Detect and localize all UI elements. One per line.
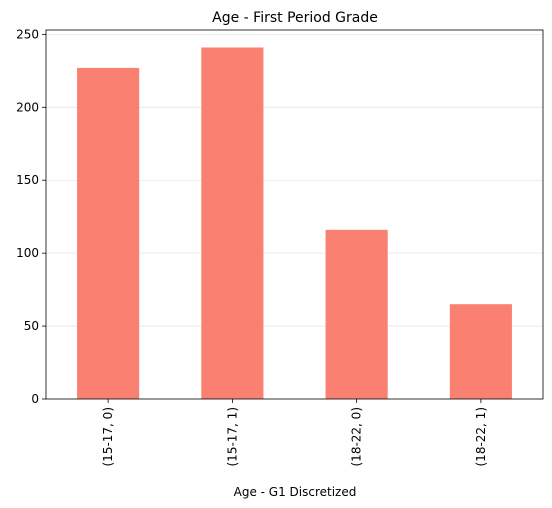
y-tick-label: 250 bbox=[16, 27, 39, 41]
plot-frame bbox=[45, 29, 544, 400]
bar bbox=[325, 229, 388, 399]
y-tick-label: 0 bbox=[31, 392, 39, 406]
x-ticks: (15-17, 0) (15-17, 1) (18-22, 0) (18-22, 1) bbox=[101, 399, 488, 467]
chart-title: Age - First Period Grade bbox=[212, 10, 378, 26]
bar bbox=[201, 47, 264, 399]
x-tick-label: (15-17, 1) bbox=[225, 407, 239, 467]
bar bbox=[77, 67, 140, 399]
bars bbox=[77, 47, 512, 399]
x-axis-label: Age - G1 Discretized bbox=[234, 485, 357, 499]
y-tick-label: 100 bbox=[16, 246, 39, 260]
y-ticks: 0 50 100 150 200 250 bbox=[16, 27, 46, 406]
y-tick-label: 200 bbox=[16, 100, 39, 114]
bar bbox=[449, 304, 512, 399]
y-tick-label: 150 bbox=[16, 173, 39, 187]
axes bbox=[45, 29, 544, 400]
x-tick-label: (18-22, 0) bbox=[350, 407, 364, 467]
x-tick-label: (15-17, 0) bbox=[101, 407, 115, 467]
x-tick-label: (18-22, 1) bbox=[474, 407, 488, 467]
y-tick-label: 50 bbox=[24, 319, 39, 333]
